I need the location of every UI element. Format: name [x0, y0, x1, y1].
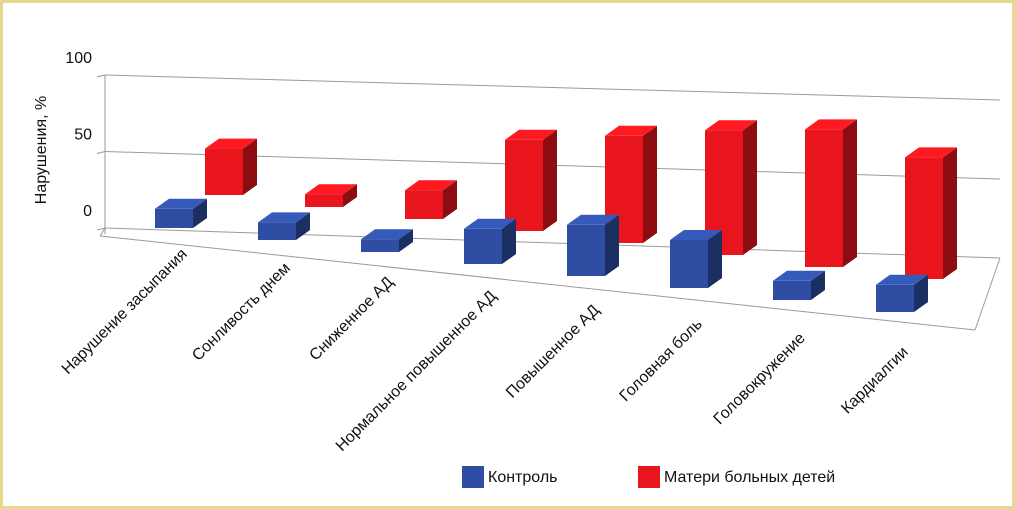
bar-front — [805, 129, 843, 267]
bar-top — [567, 214, 619, 225]
bar — [876, 274, 928, 312]
bar-side — [843, 119, 857, 268]
tick-mark — [96, 227, 106, 231]
bar-side — [708, 230, 722, 288]
bar-side — [643, 125, 657, 243]
bar-top — [505, 129, 557, 140]
bar-top — [205, 138, 257, 149]
bar-front — [205, 148, 243, 195]
bar — [205, 138, 257, 195]
bar — [155, 198, 207, 228]
tick-mark — [96, 74, 106, 78]
bar-front — [567, 224, 605, 276]
bar — [567, 214, 619, 276]
bar-side — [399, 229, 413, 252]
bar-top — [670, 230, 722, 240]
bar-side — [743, 120, 757, 255]
bar-top — [258, 212, 310, 223]
bar-side — [343, 184, 357, 207]
bar-side — [605, 214, 619, 276]
bar-front — [258, 222, 296, 240]
bar — [305, 184, 357, 207]
bar-top — [605, 125, 657, 136]
y-axis-label: Нарушения, % — [33, 96, 50, 204]
legend-swatch — [462, 466, 484, 488]
legend-label: Контроль — [488, 469, 558, 486]
bar-front — [405, 190, 443, 219]
bar-side — [243, 138, 257, 195]
bar-top — [361, 229, 413, 240]
bar-side — [443, 180, 457, 219]
bar-front — [773, 280, 811, 300]
bar — [405, 180, 457, 219]
bar-side — [296, 212, 310, 240]
bar-front — [905, 157, 943, 279]
bar — [773, 270, 825, 300]
bar-side — [914, 274, 928, 312]
floor-line — [99, 235, 976, 331]
bar — [505, 129, 557, 231]
y-tick-label: 0 — [83, 203, 92, 220]
bar-side — [811, 270, 825, 300]
bar-top — [773, 270, 825, 281]
bar-top — [905, 147, 957, 158]
bar-front — [155, 208, 193, 228]
bar — [905, 147, 957, 279]
bar-front — [670, 240, 708, 288]
bar-top — [876, 274, 928, 285]
bar — [670, 230, 722, 288]
bar-top — [805, 119, 857, 130]
legend-label: Матери больных детей — [664, 469, 835, 486]
bar — [361, 229, 413, 252]
bar — [805, 119, 857, 268]
tick-mark — [96, 151, 106, 154]
grid-line — [104, 74, 1001, 101]
y-tick-label: 100 — [65, 50, 92, 67]
legend-swatch — [638, 466, 660, 488]
bar-side — [543, 129, 557, 231]
bar-front — [876, 284, 914, 312]
bar-front — [464, 228, 502, 264]
bar-side — [943, 147, 957, 279]
floor-line — [99, 227, 106, 237]
bar-top — [464, 218, 516, 229]
bar-top — [305, 184, 357, 195]
floor-line — [974, 257, 1001, 331]
bar-top — [405, 180, 457, 191]
y-tick-label: 50 — [74, 127, 92, 144]
bar-top — [705, 120, 757, 131]
bar-front — [505, 139, 543, 231]
bar-side — [193, 198, 207, 228]
bar-top — [155, 198, 207, 209]
bar-front — [361, 239, 399, 252]
bar — [605, 125, 657, 243]
bar — [464, 218, 516, 264]
bar-side — [502, 218, 516, 264]
bar — [258, 212, 310, 240]
bar-front — [305, 194, 343, 207]
